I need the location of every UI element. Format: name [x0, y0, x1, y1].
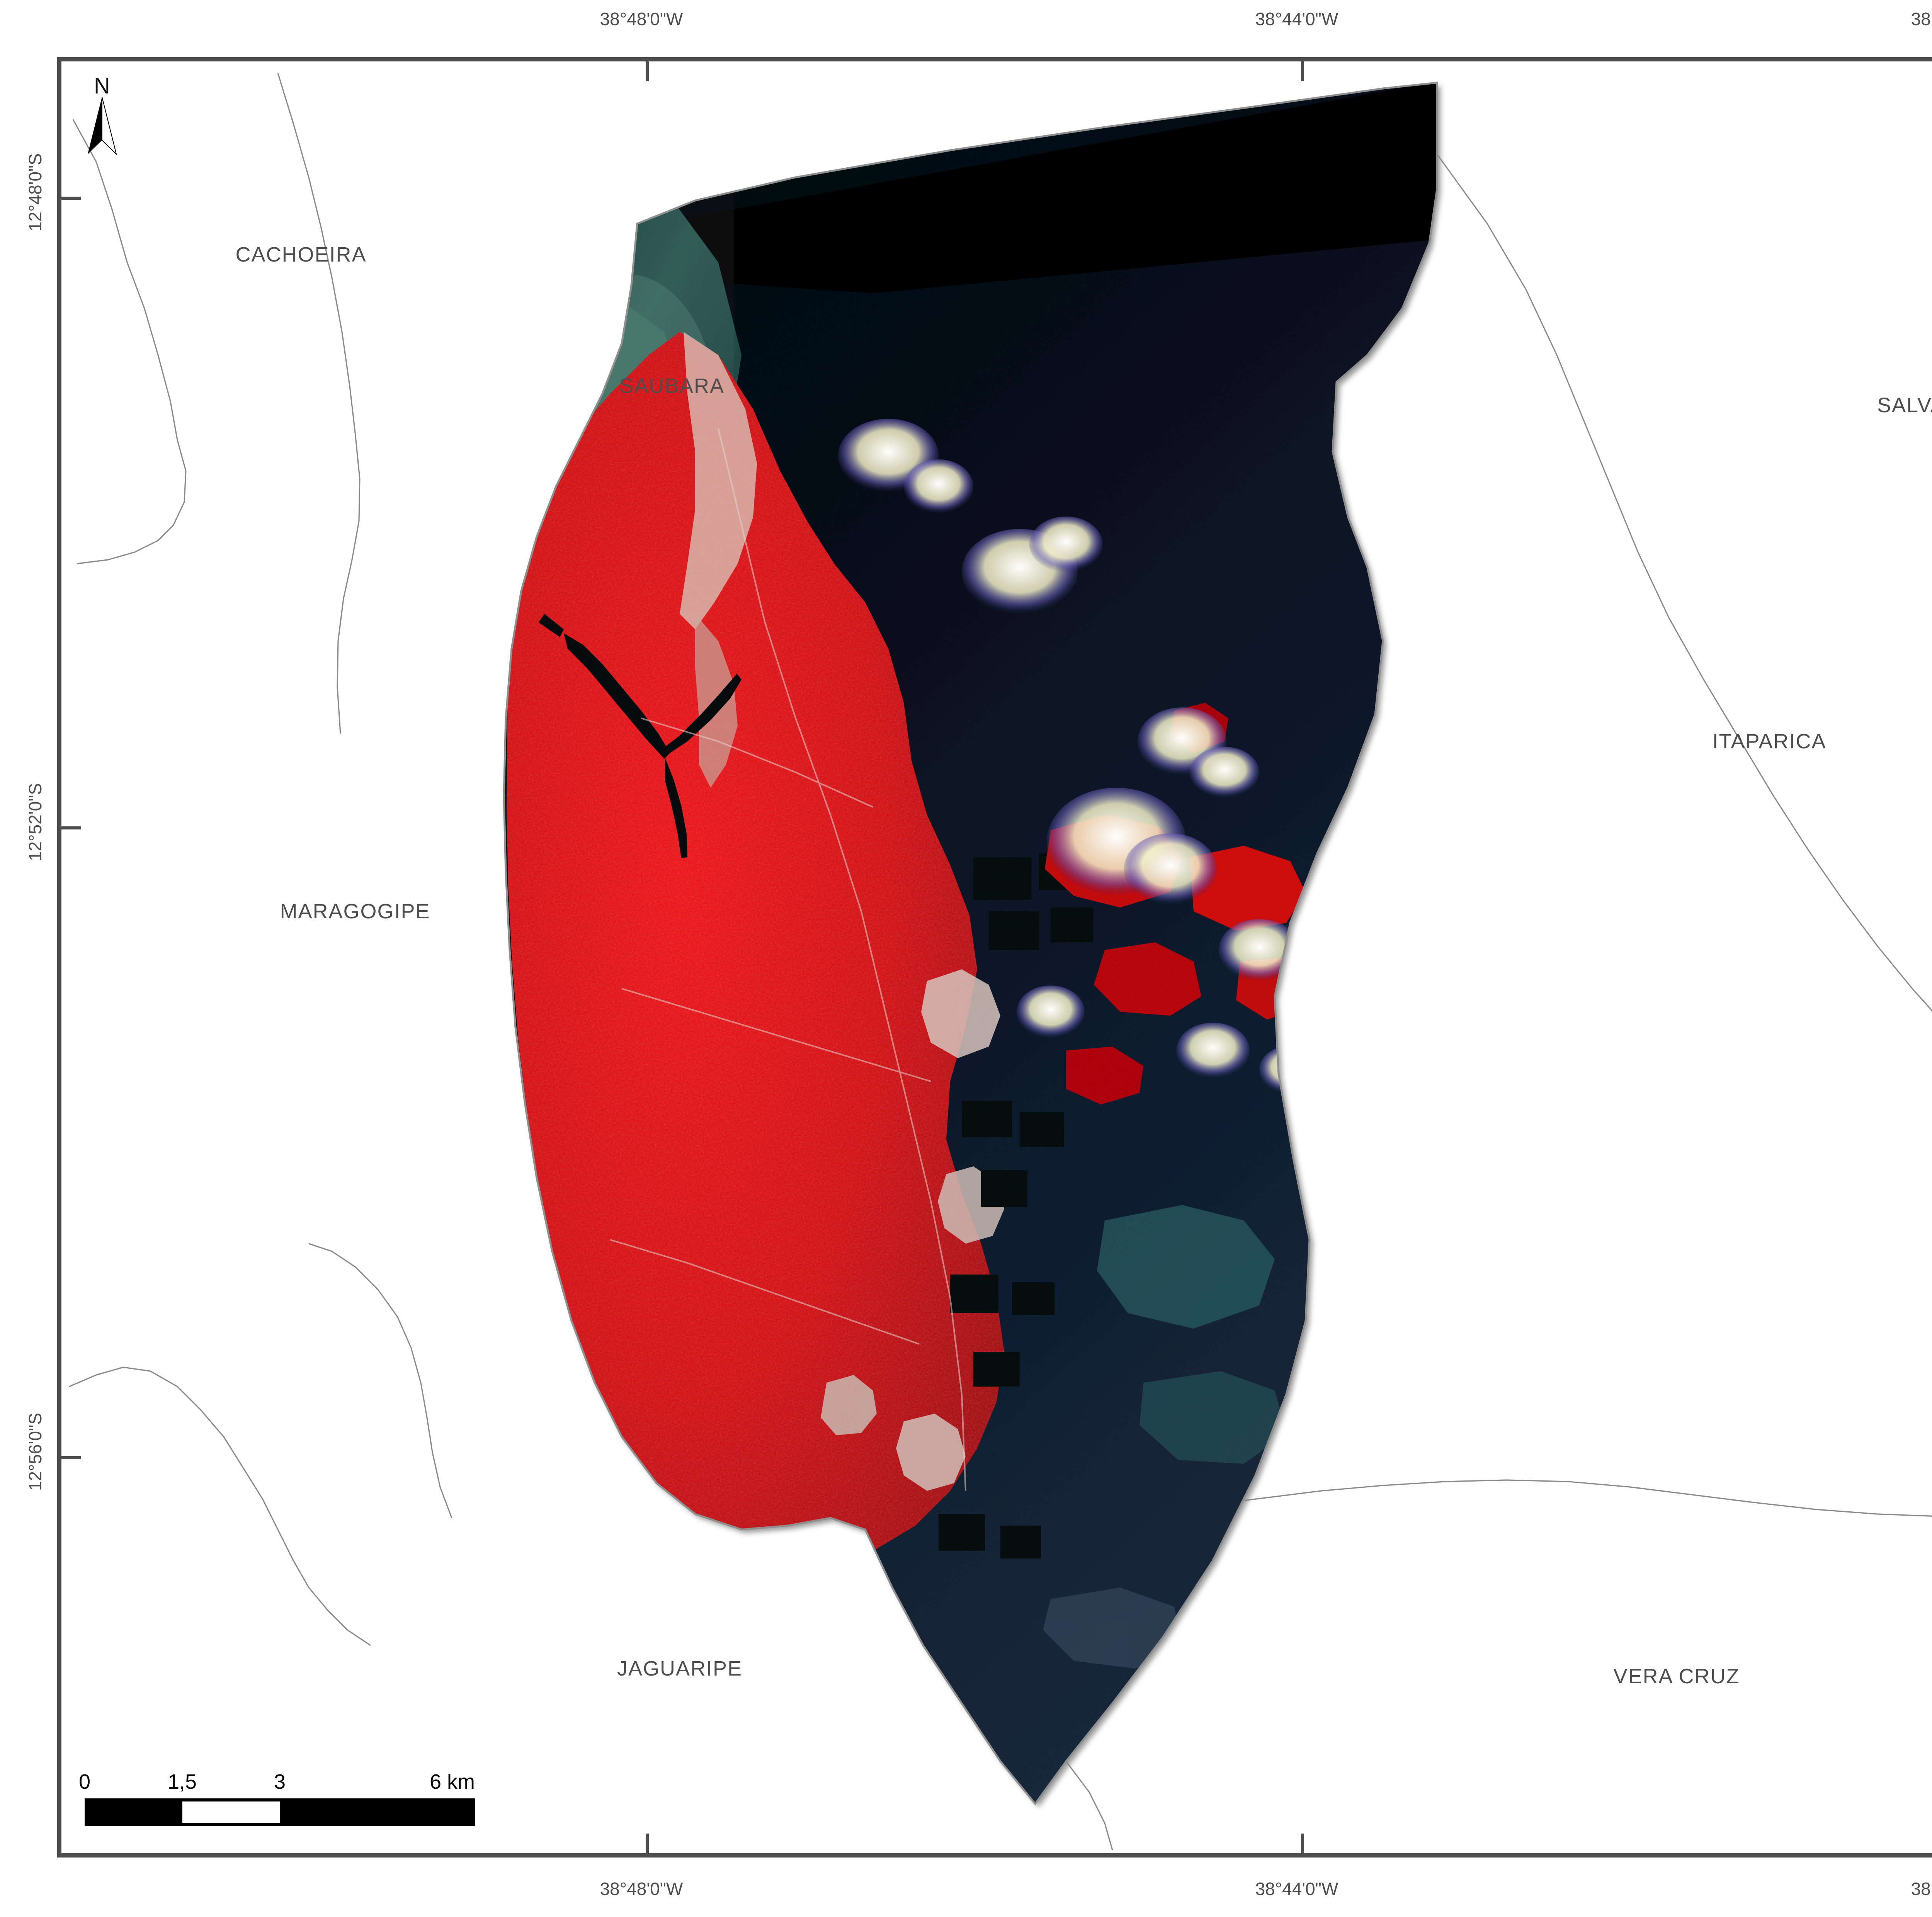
tick-top-38-44: [1301, 57, 1304, 81]
scale-tick-3: 3: [274, 1770, 286, 1793]
place-label-jaguaripe: JAGUARIPE: [617, 1657, 743, 1680]
lon-label-top-38-40: 38°40'0"W: [1911, 9, 1932, 29]
scale-tick-1.5: 1,5: [167, 1770, 197, 1793]
map-panel: N CACHOEIRA SAUBARA SALVADOR ITAPARICA M…: [57, 57, 1932, 1858]
place-label-itaparica: ITAPARICA: [1712, 730, 1827, 753]
municipality-raster: [504, 83, 1437, 1804]
place-label-veracruz: VERA CRUZ: [1613, 1665, 1740, 1688]
place-label-maragogipe: MARAGOGIPE: [280, 900, 430, 923]
scale-bar: 0 1,5 3 6 km: [79, 1770, 475, 1826]
tick-bottom-38-48: [646, 1834, 649, 1858]
lon-label-top-38-48: 38°48'0"W: [600, 9, 683, 29]
map-raster: [69, 73, 1932, 1851]
tick-left-12-56: [57, 1456, 81, 1459]
lat-label-12-48: 12°48'0"S: [25, 153, 45, 232]
place-label-saubara: SAUBARA: [619, 374, 725, 398]
municipality-outline: [503, 82, 1438, 1806]
scale-tick-6km: 6 km: [429, 1770, 475, 1793]
scale-bar-graphic: [85, 1798, 475, 1826]
scale-bar-labels: 0 1,5 3 6 km: [79, 1770, 475, 1793]
north-arrow-label: N: [94, 73, 110, 99]
tick-bottom-38-44: [1301, 1834, 1304, 1858]
north-arrow: N: [81, 73, 123, 155]
place-label-salvador: SALVADOR: [1877, 394, 1932, 417]
map-canvas[interactable]: N CACHOEIRA SAUBARA SALVADOR ITAPARICA M…: [61, 61, 1932, 1853]
place-label-cachoeira: CACHOEIRA: [235, 243, 367, 266]
tick-left-12-52: [57, 826, 81, 829]
lon-label-bottom-38-48: 38°48'0"W: [600, 1879, 683, 1899]
tick-left-12-48: [57, 197, 81, 200]
lat-label-12-56: 12°56'0"S: [25, 1412, 45, 1491]
lon-label-bottom-38-44: 38°44'0"W: [1255, 1879, 1338, 1899]
lat-label-12-52: 12°52'0"S: [25, 783, 45, 862]
scale-tick-0: 0: [78, 1770, 91, 1793]
neighbour-boundaries: [69, 73, 1932, 1851]
lon-label-top-38-44: 38°44'0"W: [1255, 9, 1338, 29]
lon-label-bottom-38-40: 38°40'0"W: [1911, 1879, 1932, 1899]
tick-top-38-48: [646, 57, 649, 81]
